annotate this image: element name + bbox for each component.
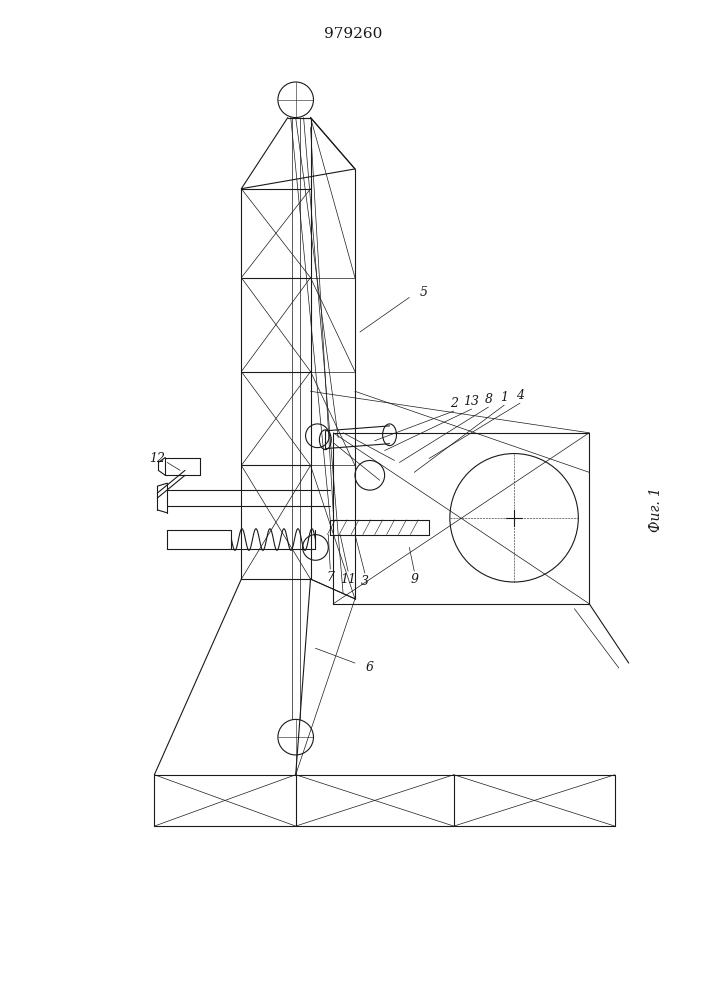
Text: 3: 3 <box>361 575 369 588</box>
Text: 1: 1 <box>500 391 508 404</box>
Text: 13: 13 <box>464 395 479 408</box>
Text: 4: 4 <box>516 389 524 402</box>
Text: 11: 11 <box>340 573 356 586</box>
Text: 6: 6 <box>366 661 374 674</box>
Text: 2: 2 <box>450 397 458 410</box>
Text: Фиг. 1: Фиг. 1 <box>650 487 663 532</box>
Text: 9: 9 <box>410 573 419 586</box>
Text: 12: 12 <box>149 452 165 465</box>
Text: 5: 5 <box>420 286 428 299</box>
Text: 8: 8 <box>484 393 492 406</box>
Text: 979260: 979260 <box>324 27 382 41</box>
Text: 7: 7 <box>326 571 334 584</box>
